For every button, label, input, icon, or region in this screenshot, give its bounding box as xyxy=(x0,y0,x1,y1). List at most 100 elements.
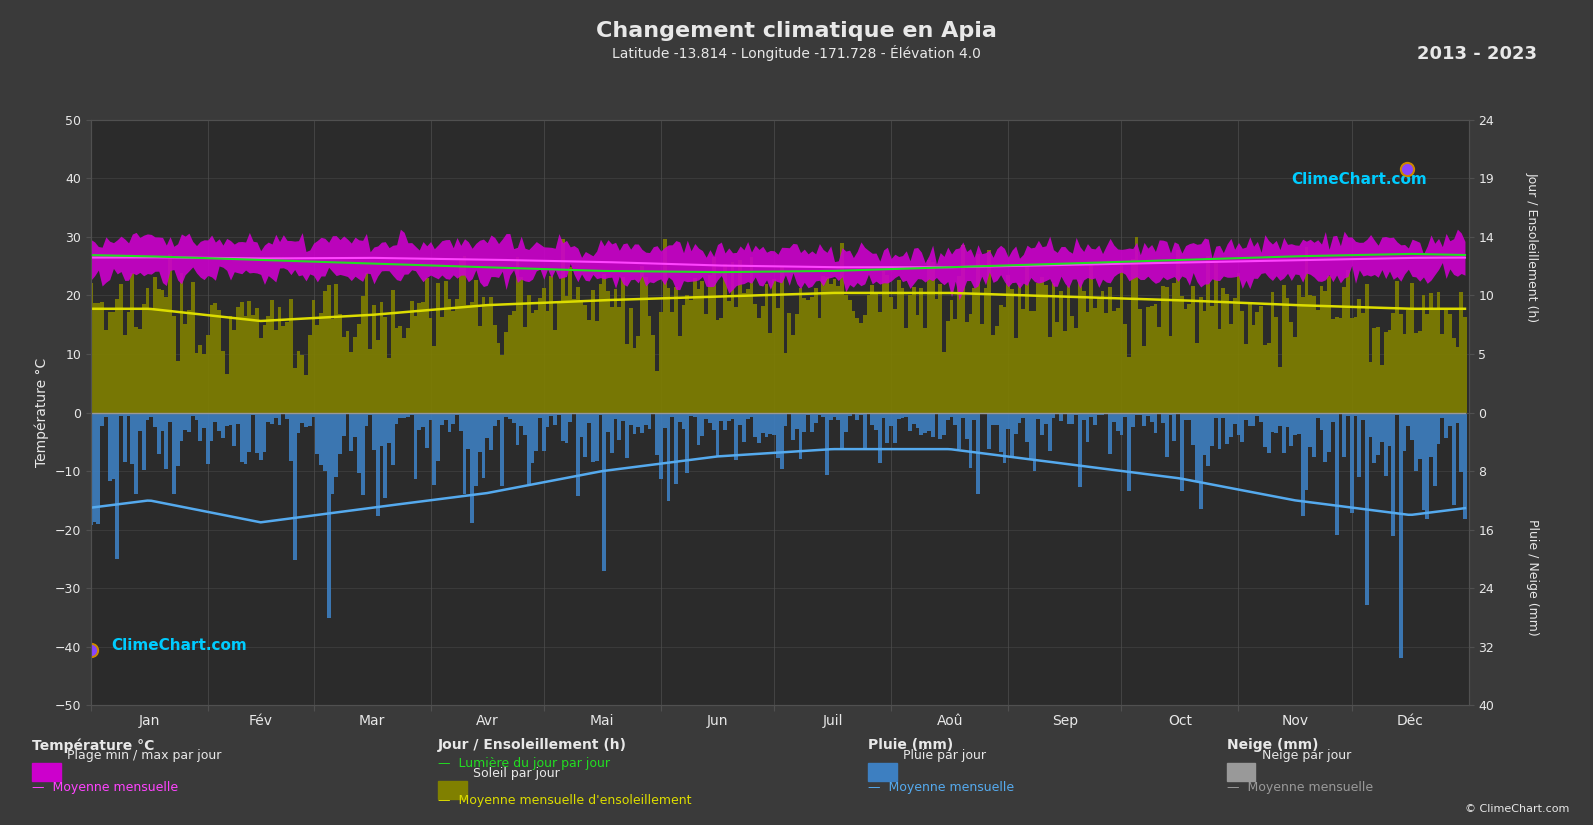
Text: Pluie / Neige (mm): Pluie / Neige (mm) xyxy=(1526,519,1539,636)
Bar xyxy=(1343,412,1346,457)
Bar xyxy=(822,276,825,412)
Bar xyxy=(1357,412,1360,477)
Bar xyxy=(1098,297,1101,412)
Bar xyxy=(679,336,682,412)
Bar xyxy=(911,286,916,412)
Bar xyxy=(1051,412,1056,417)
Bar xyxy=(977,412,980,494)
Bar xyxy=(1391,314,1395,412)
Bar xyxy=(757,318,761,412)
Text: —  Lumière du jour par jour: — Lumière du jour par jour xyxy=(438,757,610,770)
Bar xyxy=(1059,412,1063,421)
Bar xyxy=(1415,412,1418,471)
Bar xyxy=(467,305,470,412)
Bar xyxy=(1172,412,1176,441)
Bar xyxy=(1410,283,1415,412)
Bar xyxy=(1070,412,1074,424)
Bar xyxy=(599,284,602,412)
Bar xyxy=(1187,304,1192,412)
Bar xyxy=(746,290,750,412)
Bar xyxy=(338,412,342,454)
Bar xyxy=(1301,412,1305,516)
Bar xyxy=(202,354,205,412)
Bar xyxy=(580,303,583,412)
Bar xyxy=(1021,412,1026,417)
Bar xyxy=(961,244,965,412)
Bar xyxy=(577,287,580,412)
Bar xyxy=(930,412,935,437)
Bar xyxy=(406,412,409,417)
Bar xyxy=(1384,332,1388,412)
Bar xyxy=(277,412,282,426)
Bar xyxy=(448,299,451,412)
Bar xyxy=(1316,310,1319,412)
Bar xyxy=(561,412,564,441)
Bar xyxy=(844,295,847,412)
Bar xyxy=(492,325,497,412)
Bar xyxy=(1192,412,1195,446)
Bar xyxy=(1255,312,1258,412)
Bar xyxy=(1349,412,1354,513)
Bar xyxy=(965,412,969,439)
Bar xyxy=(475,412,478,486)
Bar xyxy=(500,355,505,412)
Bar xyxy=(591,412,594,462)
Bar xyxy=(1222,412,1225,417)
Bar xyxy=(119,412,123,417)
Bar xyxy=(693,412,696,417)
Bar xyxy=(803,412,806,432)
Bar xyxy=(1164,287,1169,412)
Bar xyxy=(1448,412,1451,427)
Bar xyxy=(307,412,312,427)
Bar xyxy=(1418,412,1421,460)
Bar xyxy=(186,310,191,412)
Bar xyxy=(561,238,564,412)
Bar xyxy=(409,412,414,415)
Bar xyxy=(878,412,881,463)
Bar xyxy=(183,412,186,431)
Bar xyxy=(991,335,996,412)
Bar xyxy=(194,353,199,412)
Bar xyxy=(1266,412,1271,453)
Bar xyxy=(1399,412,1403,658)
Bar xyxy=(1139,412,1142,416)
Bar xyxy=(911,412,916,424)
Bar xyxy=(470,303,475,412)
Bar xyxy=(618,307,621,412)
Bar xyxy=(746,412,750,419)
Bar xyxy=(497,343,500,412)
Bar xyxy=(199,345,202,412)
Bar xyxy=(652,335,655,412)
Bar xyxy=(1048,337,1051,412)
Bar xyxy=(414,316,417,412)
Bar xyxy=(1007,275,1010,412)
Bar xyxy=(900,412,905,418)
Bar xyxy=(1120,265,1123,412)
Bar xyxy=(889,297,894,412)
Bar xyxy=(648,316,652,412)
Bar xyxy=(1241,412,1244,441)
Bar xyxy=(221,412,225,437)
Bar xyxy=(421,412,425,427)
Bar xyxy=(1217,412,1222,449)
Bar xyxy=(1043,412,1048,424)
Bar xyxy=(1187,412,1192,420)
Bar xyxy=(1128,357,1131,412)
Y-axis label: Température °C: Température °C xyxy=(35,358,49,467)
Bar xyxy=(241,302,244,412)
Bar xyxy=(734,412,738,460)
Bar xyxy=(1128,412,1131,491)
Bar xyxy=(379,412,384,446)
Bar xyxy=(836,285,840,412)
Bar xyxy=(233,412,236,446)
Bar xyxy=(855,412,859,420)
Bar xyxy=(1445,309,1448,412)
Bar xyxy=(511,311,516,412)
Bar xyxy=(104,330,108,412)
Bar xyxy=(285,323,288,412)
Bar xyxy=(448,412,451,432)
Bar xyxy=(1131,259,1134,412)
Bar xyxy=(870,412,875,425)
Bar xyxy=(972,412,977,420)
Bar xyxy=(100,412,104,426)
